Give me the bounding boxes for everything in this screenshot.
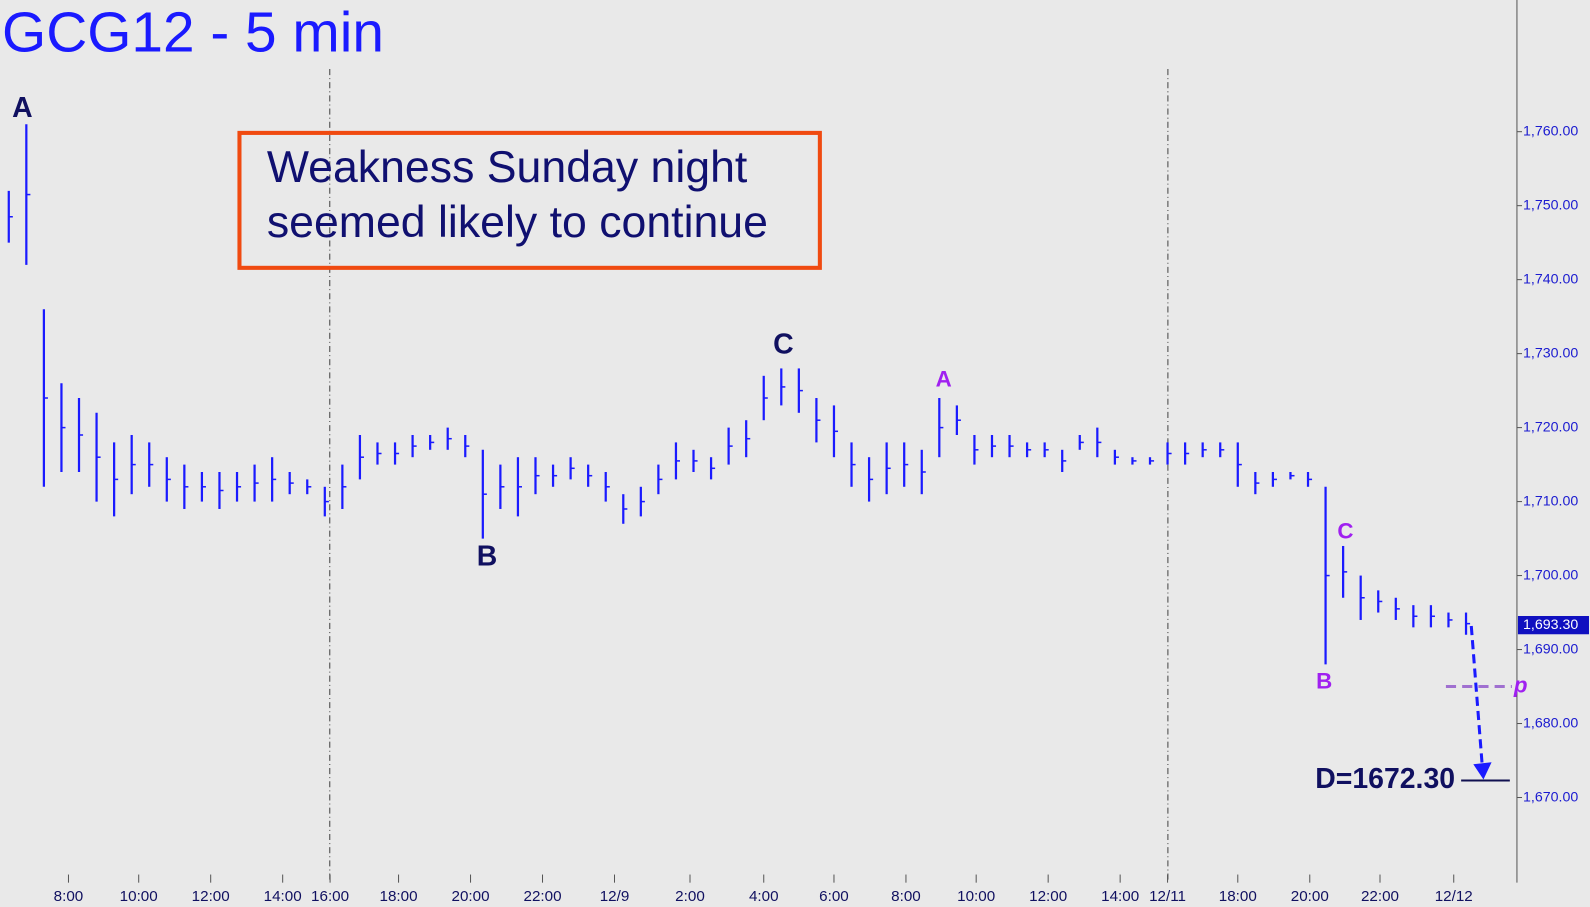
wave-label-minor: B: [1316, 669, 1332, 694]
wave-label: B: [477, 540, 498, 572]
y-tick-label: 1,690.00: [1523, 641, 1578, 657]
last-price-label: 1,693.30: [1523, 617, 1578, 633]
chart-title: GCG12 - 5 min: [2, 2, 384, 65]
x-tick-label: 14:00: [1101, 888, 1139, 905]
y-tick-label: 1,720.00: [1523, 419, 1578, 435]
wave-label: A: [12, 92, 33, 124]
target-label: D=1672.30: [1315, 763, 1455, 795]
note-line: Weakness Sunday night: [267, 143, 748, 192]
x-tick-label: 12/12: [1435, 888, 1473, 905]
x-tick-label: 16:00: [311, 888, 349, 905]
x-tick-label: 10:00: [120, 888, 158, 905]
wave-label: C: [773, 328, 794, 360]
y-tick-label: 1,700.00: [1523, 567, 1578, 583]
target-arrow: [1469, 625, 1484, 769]
wave-label-minor: C: [1337, 519, 1353, 544]
x-tick-label: 12:00: [192, 888, 230, 905]
y-tick-label: 1,670.00: [1523, 789, 1578, 805]
x-tick-label: 12:00: [1029, 888, 1067, 905]
x-tick-label: 2:00: [675, 888, 705, 905]
note-line: seemed likely to continue: [267, 198, 768, 247]
x-tick-label: 14:00: [264, 888, 302, 905]
target-arrowhead: [1473, 762, 1492, 780]
y-tick-label: 1,760.00: [1523, 123, 1578, 139]
x-tick-label: 22:00: [523, 888, 561, 905]
y-tick-label: 1,740.00: [1523, 271, 1578, 287]
x-tick-label: 10:00: [957, 888, 995, 905]
x-tick-label: 8:00: [891, 888, 921, 905]
x-tick-label: 20:00: [452, 888, 490, 905]
y-tick-label: 1,750.00: [1523, 197, 1578, 213]
x-tick-label: 12/9: [600, 888, 630, 905]
x-tick-label: 8:00: [54, 888, 84, 905]
y-tick-label: 1,680.00: [1523, 715, 1578, 731]
x-tick-label: 18:00: [380, 888, 418, 905]
x-tick-label: 18:00: [1219, 888, 1257, 905]
p-level-label: p: [1513, 672, 1528, 697]
last-price-box: [1517, 616, 1589, 635]
x-tick-label: 20:00: [1291, 888, 1329, 905]
x-tick-label: 22:00: [1361, 888, 1399, 905]
y-tick-label: 1,730.00: [1523, 345, 1578, 361]
note-box: [237, 130, 822, 270]
y-tick-label: 1,710.00: [1523, 493, 1578, 509]
wave-label-minor: A: [936, 366, 952, 391]
x-tick-label: 4:00: [749, 888, 779, 905]
x-tick-label: 6:00: [819, 888, 849, 905]
x-tick-label: 12/11: [1149, 888, 1186, 905]
